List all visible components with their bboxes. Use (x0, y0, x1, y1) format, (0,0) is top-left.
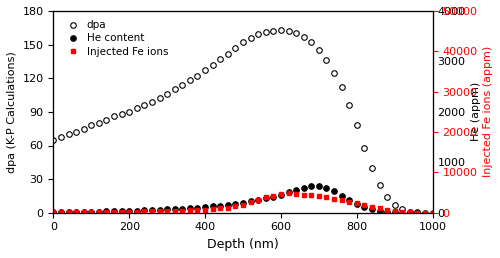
He content (202, 205, 208, 208)
He content (324, 186, 330, 189)
He content (104, 210, 110, 213)
He content (142, 209, 148, 212)
He content (392, 211, 398, 214)
He content (88, 210, 94, 213)
He content (126, 209, 132, 212)
He content (149, 208, 155, 212)
He content (331, 190, 337, 193)
Injected Fe ions (172, 209, 177, 212)
Injected Fe ions (286, 192, 292, 195)
dpa (308, 41, 314, 44)
He content (316, 184, 322, 187)
He content (172, 207, 177, 211)
He content (346, 199, 352, 202)
He content (263, 197, 269, 200)
He content (58, 211, 64, 214)
He content (164, 208, 170, 211)
Injected Fe ions (50, 211, 56, 214)
He content (255, 198, 261, 201)
He content (111, 210, 117, 213)
X-axis label: Depth (nm): Depth (nm) (207, 238, 279, 251)
He content (300, 187, 306, 190)
Y-axis label: Injected Fe ions (appm): Injected Fe ions (appm) (483, 46, 493, 178)
Injected Fe ions (422, 211, 428, 214)
He content (194, 206, 200, 209)
He content (286, 191, 292, 194)
dpa (331, 71, 337, 74)
He content (73, 211, 79, 214)
dpa (430, 211, 436, 214)
He content (384, 210, 390, 213)
He content (362, 206, 368, 209)
He content (338, 194, 344, 197)
He content (308, 184, 314, 188)
He content (232, 202, 238, 205)
He content (118, 209, 124, 213)
He content (414, 211, 420, 214)
Y-axis label: dpa (K-P Calculations): dpa (K-P Calculations) (7, 51, 17, 173)
dpa (164, 92, 170, 95)
He content (248, 200, 254, 203)
He content (270, 195, 276, 198)
dpa (278, 28, 284, 31)
He content (156, 208, 162, 211)
Injected Fe ions (134, 210, 140, 213)
He content (407, 211, 413, 214)
He content (400, 211, 406, 214)
He content (240, 201, 246, 204)
He content (376, 209, 382, 213)
Injected Fe ions (430, 211, 436, 214)
He content (96, 210, 102, 213)
dpa (134, 107, 140, 110)
He content (210, 205, 216, 208)
Line: Injected Fe ions: Injected Fe ions (51, 191, 435, 215)
Injected Fe ions (308, 194, 314, 197)
He content (354, 202, 360, 205)
He content (293, 189, 299, 192)
He content (369, 208, 375, 211)
Legend: dpa, He content, Injected Fe ions: dpa, He content, Injected Fe ions (58, 16, 172, 61)
He content (134, 209, 140, 212)
He content (80, 210, 86, 213)
dpa (50, 138, 56, 141)
He content (180, 207, 186, 210)
He content (187, 207, 193, 210)
Line: He content: He content (50, 183, 420, 215)
Y-axis label: He (appm): He (appm) (471, 82, 481, 141)
He content (278, 193, 284, 196)
dpa (172, 88, 177, 91)
Line: dpa: dpa (50, 27, 436, 215)
He content (66, 211, 71, 214)
Injected Fe ions (331, 197, 337, 200)
dpa (422, 211, 428, 214)
He content (50, 211, 56, 214)
He content (217, 204, 223, 207)
Injected Fe ions (164, 209, 170, 213)
He content (225, 203, 231, 206)
